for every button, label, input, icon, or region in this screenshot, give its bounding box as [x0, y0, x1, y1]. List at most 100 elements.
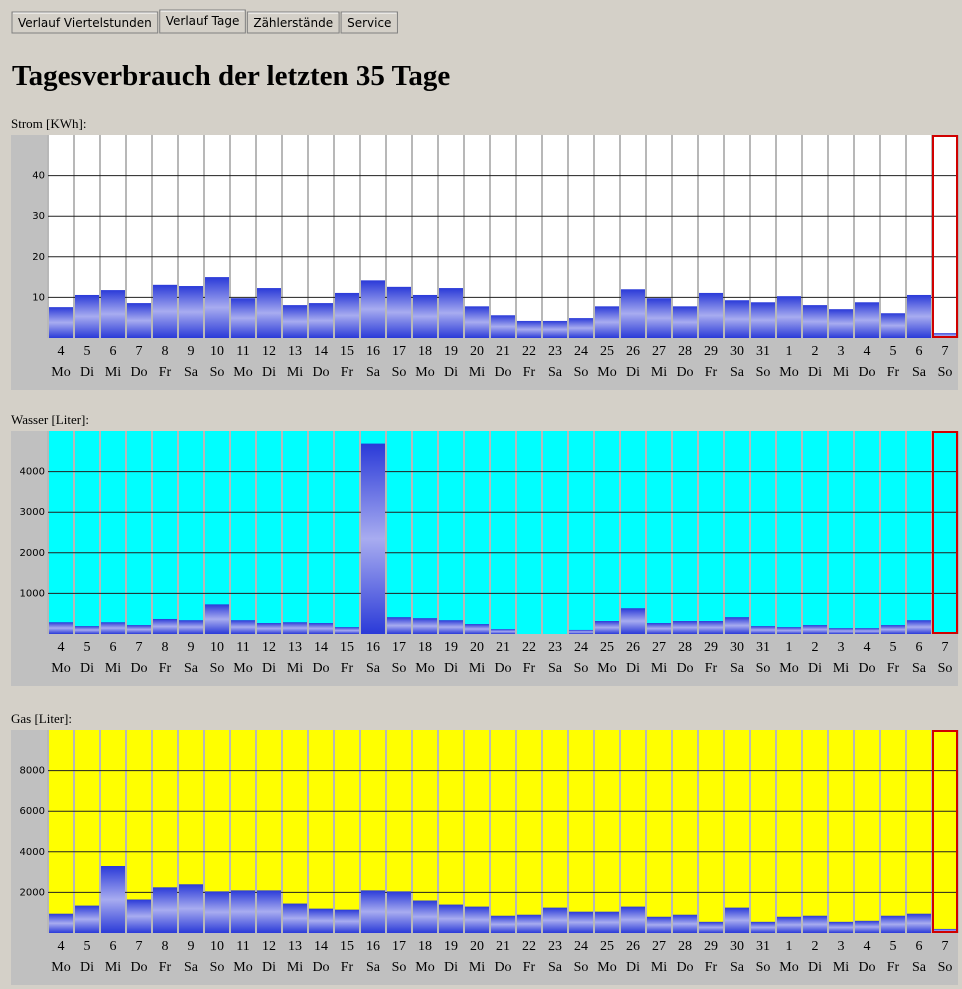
weekday-label: Mo	[779, 365, 798, 380]
x-tick-label: 9	[188, 640, 195, 655]
x-tick-label: 7	[942, 939, 949, 954]
bar	[725, 300, 749, 338]
x-tick-label: 6	[916, 344, 923, 359]
weekday-label: Fr	[159, 365, 172, 380]
bar	[751, 302, 775, 338]
chart-title: Wasser [Liter]:	[11, 412, 89, 427]
tab-label[interactable]: Verlauf Tage	[166, 14, 240, 28]
weekday-label: Sa	[730, 661, 745, 676]
bar	[335, 292, 359, 338]
y-tick-label: 20	[32, 252, 45, 263]
x-tick-label: 29	[704, 344, 718, 359]
x-tick-label: 31	[756, 640, 770, 655]
tab-frame[interactable]	[11, 11, 159, 34]
bar	[751, 626, 775, 634]
weekday-label: Fr	[341, 960, 354, 975]
weekday-label: Mo	[233, 365, 252, 380]
weekday-label: Mi	[287, 960, 303, 975]
x-tick-label: 1	[786, 344, 793, 359]
x-tick-label: 10	[210, 640, 224, 655]
weekday-label: Fr	[523, 661, 536, 676]
weekday-label: Mi	[833, 661, 849, 676]
weekday-label: Fr	[523, 365, 536, 380]
weekday-label: So	[574, 365, 589, 380]
bar	[361, 443, 385, 634]
weekday-label: Do	[858, 661, 875, 676]
x-tick-label: 8	[162, 640, 169, 655]
x-tick-label: 4	[58, 640, 65, 655]
tab-frame[interactable]	[340, 11, 398, 34]
bar	[647, 916, 671, 933]
weekday-label: Mo	[415, 661, 434, 676]
tab-label[interactable]: Service	[347, 16, 391, 30]
x-tick-label: 5	[890, 939, 897, 954]
x-tick-label: 4	[864, 344, 871, 359]
bar	[647, 298, 671, 338]
bar	[361, 280, 385, 338]
weekday-label: Do	[676, 661, 693, 676]
weekday-label: Fr	[341, 365, 354, 380]
tab-label[interactable]: Zählerstände	[253, 16, 333, 30]
tab-bar: Verlauf Viertelstunden Verlauf Tage Zähler…	[11, 9, 398, 34]
weekday-label: Fr	[887, 960, 900, 975]
bar	[309, 908, 333, 933]
bar	[153, 887, 177, 933]
bar	[751, 921, 775, 933]
bar	[933, 333, 957, 338]
x-tick-label: 9	[188, 344, 195, 359]
x-tick-label: 5	[890, 344, 897, 359]
current-day-frame	[932, 135, 958, 338]
x-tick-label: 24	[574, 640, 588, 655]
bar	[777, 296, 801, 338]
x-tick-label: 21	[496, 640, 510, 655]
tab[interactable]: Verlauf Viertelstunden	[11, 11, 159, 34]
weekday-label: Do	[494, 365, 511, 380]
tab[interactable]: Zählerstände	[246, 11, 340, 34]
x-tick-label: 18	[418, 344, 432, 359]
x-tick-label: 19	[444, 640, 458, 655]
bar	[205, 277, 229, 338]
weekday-label: Do	[858, 365, 875, 380]
weekday-label: Mo	[597, 661, 616, 676]
weekday-label: Mi	[469, 365, 485, 380]
x-tick-label: 29	[704, 939, 718, 954]
weekday-label: Mi	[105, 365, 121, 380]
x-tick-label: 22	[522, 939, 536, 954]
chart-title: Strom [KWh]:	[11, 116, 86, 131]
weekday-label: So	[210, 365, 225, 380]
tab[interactable]: Service	[340, 11, 398, 34]
weekday-label: Mo	[51, 960, 70, 975]
x-tick-label: 22	[522, 344, 536, 359]
tab[interactable]: Verlauf Tage	[159, 9, 246, 34]
bar	[595, 911, 619, 933]
x-tick-label: 22	[522, 640, 536, 655]
bar	[517, 320, 541, 338]
bar	[387, 891, 411, 933]
x-tick-label: 5	[84, 939, 91, 954]
tab-label[interactable]: Verlauf Viertelstunden	[18, 16, 152, 30]
x-tick-label: 11	[236, 640, 249, 655]
x-tick-label: 31	[756, 344, 770, 359]
weekday-label: Sa	[184, 960, 199, 975]
bar	[127, 303, 151, 338]
tab-frame[interactable]	[246, 11, 340, 34]
bar	[595, 306, 619, 338]
x-tick-label: 7	[136, 939, 143, 954]
x-tick-label: 25	[600, 344, 614, 359]
tab-frame[interactable]	[159, 9, 246, 34]
x-tick-label: 9	[188, 939, 195, 954]
bar	[569, 911, 593, 933]
weekday-label: Sa	[366, 365, 381, 380]
bar	[153, 284, 177, 338]
bar	[439, 620, 463, 634]
x-tick-label: 14	[314, 344, 328, 359]
bar	[49, 913, 73, 933]
x-tick-label: 11	[236, 344, 249, 359]
weekday-label: Fr	[159, 661, 172, 676]
bar	[439, 904, 463, 933]
weekday-label: Di	[808, 960, 822, 975]
bar	[231, 298, 255, 338]
x-tick-label: 28	[678, 939, 692, 954]
bar	[829, 628, 853, 634]
x-tick-label: 17	[392, 344, 406, 359]
